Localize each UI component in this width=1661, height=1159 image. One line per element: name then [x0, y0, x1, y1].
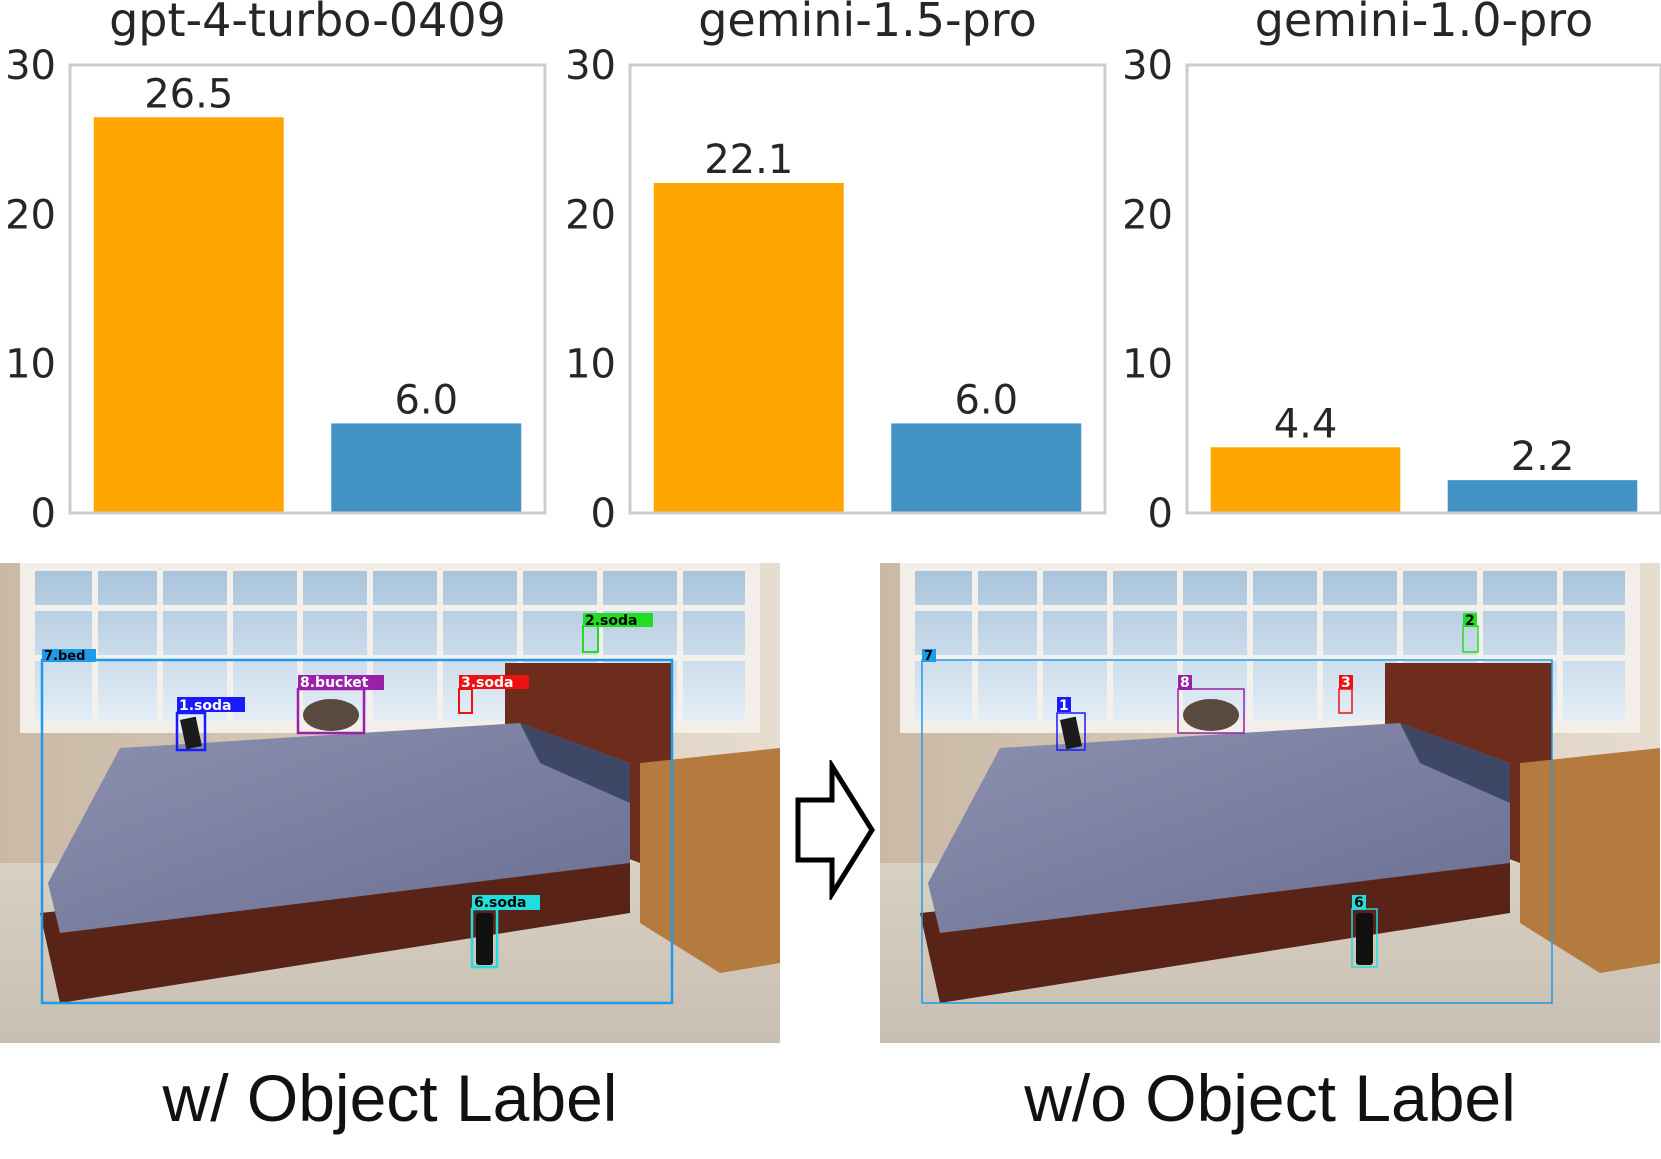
y-tick-label: 30 [5, 43, 56, 89]
bar-without-label [1447, 480, 1638, 512]
bbox-soda-6-tag [472, 895, 540, 910]
bar-value-label: 26.5 [144, 71, 233, 117]
caption-with-object-label: w/ Object Label [162, 1061, 618, 1135]
mattress [1400, 723, 1510, 803]
soda-can-1 [180, 716, 202, 750]
bar-without-label [891, 423, 1082, 512]
bar-value-label: 6.0 [954, 377, 1018, 423]
bar-value-label: 2.2 [1511, 434, 1575, 480]
bbox-bed [40, 658, 674, 1005]
chart-title: gemini-1.0-pro [1255, 0, 1594, 47]
bed-frame [40, 853, 630, 1003]
bbox-soda-2-tag [1463, 613, 1477, 627]
bbox-soda-6-tag [1352, 895, 1366, 910]
bbox-soda-2-tag [583, 613, 653, 627]
bbox-bed-tag [42, 649, 96, 662]
y-tick-label: 20 [565, 192, 616, 238]
y-tick-label: 10 [5, 342, 56, 388]
bbox-bucket-tag [298, 675, 384, 690]
bar-charts: gpt-4-turbo-0409010203026.56.0gemini-1.5… [5, 0, 1661, 537]
chart-title: gpt-4-turbo-0409 [109, 0, 506, 47]
y-tick-label: 20 [1122, 192, 1173, 238]
y-tick-label: 30 [1122, 43, 1173, 89]
bar-with-label [93, 117, 284, 512]
bbox-soda-2-label: 2.soda [585, 613, 637, 629]
scene-with-object-labels: 7.bed 1.soda 2.soda 3.soda 8.bucket 6.so… [0, 563, 780, 1043]
bar-value-label: 4.4 [1274, 401, 1338, 447]
chart-panel-1: gpt-4-turbo-0409 0 10 20 30 26.5 6.0 [5, 0, 547, 537]
nightstand [640, 748, 780, 973]
bar-value-label: 22.1 [704, 137, 793, 183]
y-tick-label: 30 [565, 43, 616, 89]
chart-panel-3: gemini-1.0-pro 0 10 20 30 4.4 2.2 [1122, 0, 1661, 537]
chart-panel-2: gemini-1.5-pro 0 10 20 30 22.1 6.0 [565, 0, 1107, 537]
soda-can-6 [476, 913, 493, 965]
y-tick-label: 0 [31, 491, 56, 537]
bbox-soda-3-label: 3.soda [461, 675, 513, 691]
mattress [520, 723, 630, 803]
bbox-bucket-label: 8.bucket [300, 675, 369, 691]
bbox-soda-1-tag [177, 697, 245, 712]
bucket [303, 699, 359, 731]
bbox-bucket-tag [1178, 675, 1192, 690]
bbox-soda-1 [175, 711, 207, 752]
bbox-bucket-label: 8 [1180, 675, 1190, 691]
y-tick-label: 0 [1148, 491, 1173, 537]
blanket [48, 723, 630, 933]
bbox-soda-1-label: 1.soda [179, 698, 231, 714]
bar-with-label [653, 182, 844, 512]
plot-frame [1185, 63, 1661, 515]
blanket [928, 723, 1510, 933]
y-tick-label: 10 [1122, 342, 1173, 388]
bbox-soda-3-tag [1339, 675, 1353, 689]
y-tick-label: 20 [5, 192, 56, 238]
y-tick-label: 0 [591, 491, 616, 537]
bar-without-label [331, 423, 522, 512]
caption-without-object-label: w/o Object Label [1024, 1061, 1516, 1135]
bbox-bucket [1177, 688, 1245, 734]
bbox-soda-1-tag [1057, 697, 1071, 712]
bbox-soda-3-tag [459, 675, 529, 689]
plot-frame [628, 63, 1107, 515]
bbox-soda-1-label: 1 [1059, 698, 1069, 714]
bbox-soda-6-label: 6 [1354, 895, 1364, 911]
bar-with-label [1210, 447, 1401, 512]
right-arrow-icon [795, 760, 875, 900]
bar-value-label: 6.0 [394, 377, 458, 423]
y-tick-label: 10 [565, 342, 616, 388]
bbox-bed-label: 7.bed [44, 649, 85, 664]
scene-without-object-labels: 7 1 2 3 8 6 [880, 563, 1660, 1043]
bucket [1183, 699, 1239, 731]
plot-frame [68, 63, 547, 515]
window-mullions [35, 571, 745, 721]
soda-can-1 [1060, 716, 1082, 750]
bbox-soda-3-label: 3 [1341, 675, 1351, 691]
chart-title: gemini-1.5-pro [698, 0, 1037, 47]
bbox-bed-label: 7 [924, 649, 933, 664]
soda-can-6 [1356, 913, 1373, 965]
bbox-bed-tag [922, 649, 936, 662]
bbox-soda-6-label: 6.soda [474, 895, 526, 911]
nightstand [1520, 748, 1660, 973]
bbox-soda-1 [1056, 712, 1086, 751]
bbox-soda-2-label: 2 [1465, 613, 1475, 629]
bbox-bed [921, 659, 1553, 1004]
bed-frame [920, 853, 1510, 1003]
